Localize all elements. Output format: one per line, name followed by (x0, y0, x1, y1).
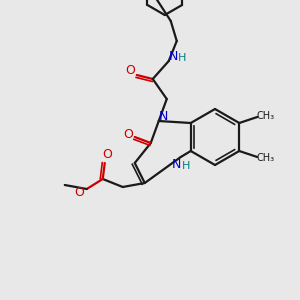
Text: O: O (123, 128, 133, 142)
Text: O: O (102, 148, 112, 161)
Text: N: N (159, 110, 168, 124)
Text: H: H (182, 161, 190, 171)
Text: CH₃: CH₃ (256, 153, 274, 163)
Text: O: O (125, 64, 135, 77)
Text: CH₃: CH₃ (256, 111, 274, 121)
Text: N: N (172, 158, 182, 170)
Text: O: O (74, 185, 84, 199)
Text: H: H (178, 53, 186, 63)
Text: N: N (169, 50, 178, 62)
